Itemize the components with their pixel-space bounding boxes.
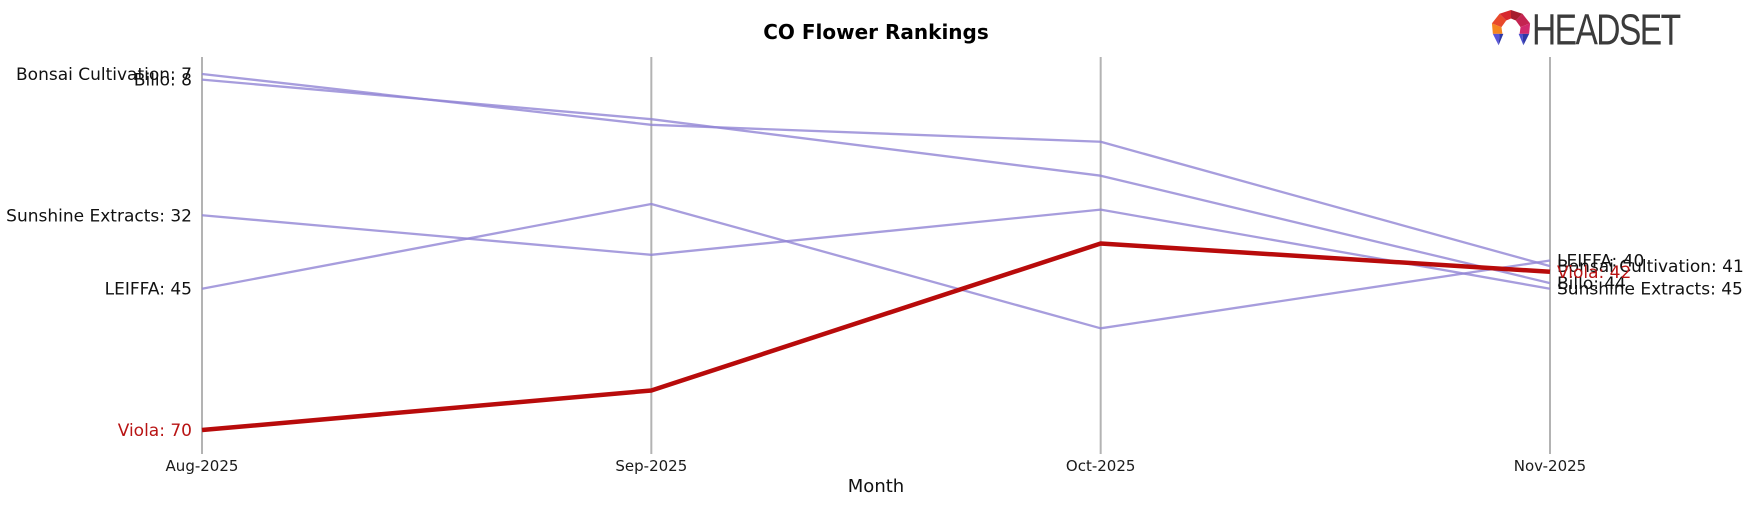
series-line-viola [201,241,1551,433]
series-start-label: LEIFFA: 45 [105,280,192,300]
series-start-label: Sunshine Extracts: 32 [6,206,192,226]
series-line-leiffa [201,202,1551,330]
x-tick-label: Aug-2025 [166,457,239,475]
series-line-sunshine-extracts [201,208,1551,290]
series-end-label: Sunshine Extracts: 45 [1557,280,1743,300]
headset-logo-icon [1491,9,1531,46]
series-end-label: Bonsai Cultivation: 41 [1557,257,1744,277]
x-tick-label: Nov-2025 [1514,457,1586,475]
x-tick-label: Sep-2025 [615,457,687,475]
series-end-label: Viola: 42 [1557,263,1631,283]
series-end-label: Billo: 44 [1557,274,1626,294]
headset-logo: HEADSET [1490,6,1746,54]
series-start-label: Bonsai Cultivation: 7 [16,65,192,85]
series-line-billo [201,78,1551,285]
chart-title: CO Flower Rankings [763,20,989,44]
x-axis-title: Month [847,476,905,497]
headset-logo-text: HEADSET [1532,5,1681,55]
series-end-label: LEIFFA: 40 [1557,251,1644,271]
series-start-label: Viola: 70 [118,421,192,441]
series-line-bonsai-cultivation [201,72,1551,268]
x-tick-label: Oct-2025 [1066,457,1136,475]
series-start-label: Billo: 8 [134,71,192,91]
